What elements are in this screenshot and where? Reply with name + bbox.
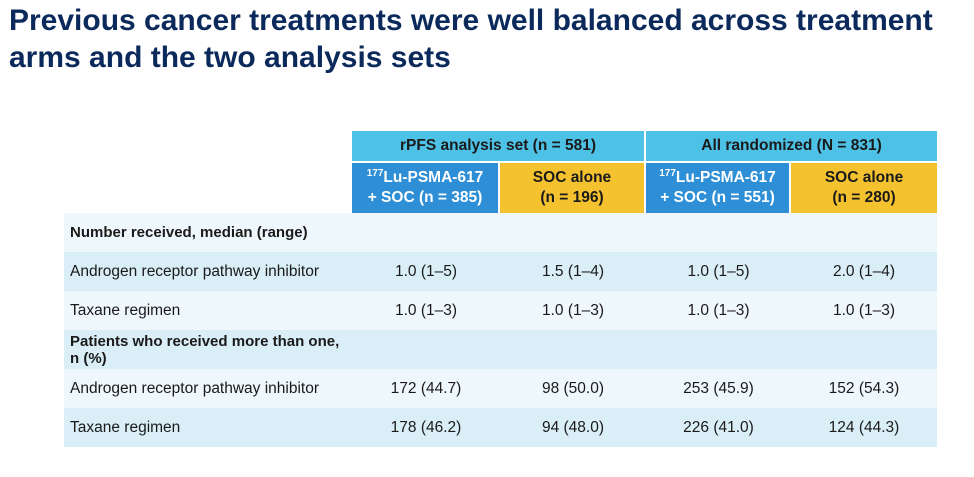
table-row: Taxane regimen 1.0 (1–3) 1.0 (1–3) 1.0 (… bbox=[64, 291, 938, 330]
table-cell: 172 (44.7) bbox=[352, 369, 500, 408]
table-cell: 2.0 (1–4) bbox=[791, 252, 938, 291]
table-cell bbox=[500, 330, 646, 369]
table-cell: 253 (45.9) bbox=[646, 369, 791, 408]
table-cell: 1.0 (1–3) bbox=[352, 291, 500, 330]
table-cell bbox=[791, 213, 938, 252]
arm-count: + SOC (n = 551) bbox=[660, 189, 775, 206]
table-cell bbox=[352, 213, 500, 252]
table-cell: 1.5 (1–4) bbox=[500, 252, 646, 291]
isotope-superscript: 177 bbox=[366, 167, 384, 179]
table-cell: 124 (44.3) bbox=[791, 408, 938, 447]
table-cell: 152 (54.3) bbox=[791, 369, 938, 408]
table-cell: 1.0 (1–3) bbox=[791, 291, 938, 330]
table-cell bbox=[646, 330, 791, 369]
table-cell: 1.0 (1–3) bbox=[646, 291, 791, 330]
table-cell: 1.0 (1–5) bbox=[352, 252, 500, 291]
treatments-table: rPFS analysis set (n = 581) All randomiz… bbox=[64, 131, 938, 447]
page-title: Previous cancer treatments were well bal… bbox=[9, 4, 933, 74]
arm-count: + SOC (n = 385) bbox=[367, 189, 483, 206]
table-row-section-median: Number received, median (range) bbox=[64, 213, 938, 252]
arm-header-lu-all: 177Lu-PSMA-617 + SOC (n = 551) bbox=[646, 163, 791, 213]
isotope-superscript: 177 bbox=[659, 167, 676, 179]
table-row: Androgen receptor pathway inhibitor 172 … bbox=[64, 369, 938, 408]
table-cell: 1.0 (1–3) bbox=[500, 291, 646, 330]
table-cell bbox=[646, 213, 791, 252]
arm-name: Lu-PSMA-617 bbox=[675, 169, 776, 186]
table-cell bbox=[791, 330, 938, 369]
table-cell: 226 (41.0) bbox=[646, 408, 791, 447]
row-label: Androgen receptor pathway inhibitor bbox=[64, 369, 352, 408]
group-header-rpfs: rPFS analysis set (n = 581) bbox=[352, 131, 646, 163]
arm-count: (n = 196) bbox=[540, 189, 604, 206]
table-corner bbox=[64, 131, 352, 163]
arm-header-soc-all: SOC alone (n = 280) bbox=[791, 163, 938, 213]
table-cell bbox=[352, 330, 500, 369]
row-label: Taxane regimen bbox=[64, 408, 352, 447]
arm-header-soc-rpfs: SOC alone (n = 196) bbox=[500, 163, 646, 213]
table-cell: 98 (50.0) bbox=[500, 369, 646, 408]
table-cell: 94 (48.0) bbox=[500, 408, 646, 447]
table-row: Androgen receptor pathway inhibitor 1.0 … bbox=[64, 252, 938, 291]
group-header-all-randomized: All randomized (N = 831) bbox=[646, 131, 938, 163]
arm-count: (n = 280) bbox=[832, 189, 896, 206]
arm-name: Lu-PSMA-617 bbox=[383, 169, 484, 186]
arm-name: SOC alone bbox=[532, 169, 612, 186]
table-cell: 1.0 (1–5) bbox=[646, 252, 791, 291]
table-row-section-more-than-one: Patients who received more than one, n (… bbox=[64, 330, 938, 369]
table-cell bbox=[500, 213, 646, 252]
table-corner-lower bbox=[64, 163, 352, 213]
section-label: Patients who received more than one, n (… bbox=[64, 330, 352, 369]
arm-header-lu-rpfs: 177Lu-PSMA-617 + SOC (n = 385) bbox=[352, 163, 500, 213]
row-label: Androgen receptor pathway inhibitor bbox=[64, 252, 352, 291]
table-row: Taxane regimen 178 (46.2) 94 (48.0) 226 … bbox=[64, 408, 938, 447]
row-label: Taxane regimen bbox=[64, 291, 352, 330]
table-cell: 178 (46.2) bbox=[352, 408, 500, 447]
arm-name: SOC alone bbox=[824, 169, 904, 186]
section-label: Number received, median (range) bbox=[64, 213, 352, 252]
